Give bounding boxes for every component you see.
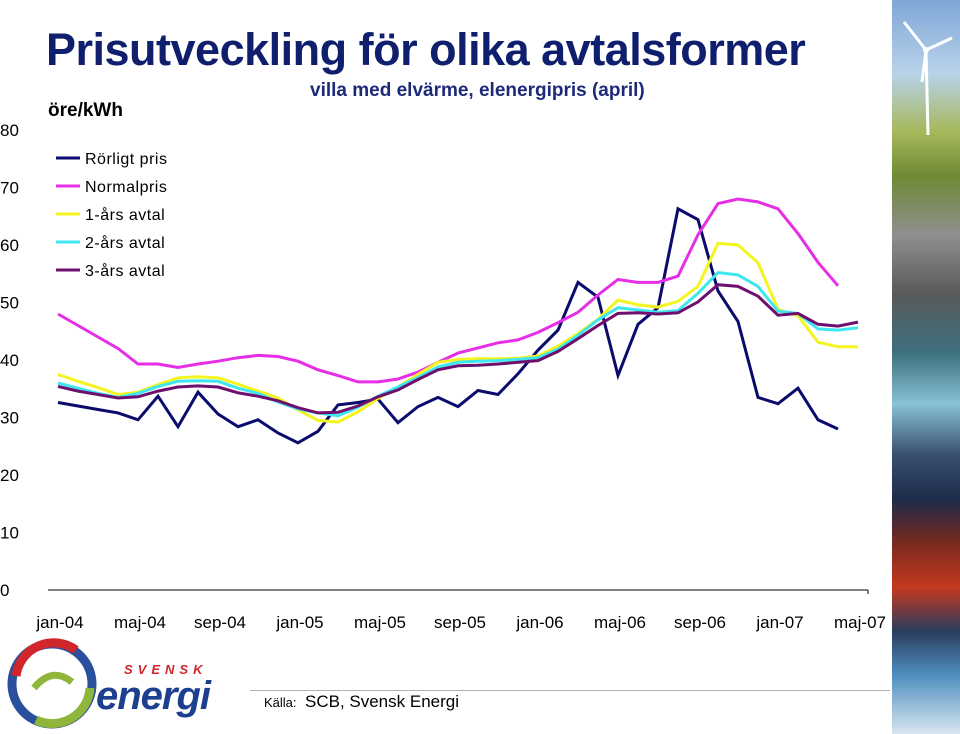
y-tick-label: 70 (0, 179, 19, 198)
x-axis-ticks: jan-04 maj-04 sep-04 jan-05 maj-05 sep-05 jan-… (35, 613, 886, 632)
series-line-2-rs-avtal (57, 271, 859, 418)
series-line-r-rligt-pris (57, 206, 839, 445)
source-note: Källa: SCB, Svensk Energi (264, 692, 459, 712)
x-tick-label: jan-06 (515, 613, 563, 632)
logo-text-top: SVENSK (124, 662, 208, 677)
x-tick-label: jan-07 (755, 613, 803, 632)
source-label: Källa: (264, 695, 297, 710)
legend-label: 2-års avtal (85, 234, 165, 252)
y-tick-label: 20 (0, 466, 19, 485)
chart-series-lines (57, 197, 859, 445)
y-tick-label: 60 (0, 236, 19, 255)
page-subtitle: villa med elvärme, elenergipris (april) (310, 80, 645, 101)
svensk-energi-logo: SVENSK energi (6, 636, 246, 732)
y-tick-label: 0 (0, 581, 9, 600)
y-tick-label: 80 (0, 121, 19, 140)
x-tick-label: sep-04 (194, 613, 246, 632)
x-tick-label: jan-04 (35, 613, 83, 632)
legend-label: Rörligt pris (85, 151, 167, 168)
x-tick-label: maj-05 (354, 613, 406, 632)
x-tick-label: maj-07 (834, 613, 886, 632)
source-text: SCB, Svensk Energi (304, 692, 459, 711)
chart-axes (48, 589, 869, 594)
x-tick-label: maj-04 (114, 613, 166, 632)
y-axis-unit-label: öre/kWh (48, 100, 123, 121)
page-title: Prisutveckling för olika avtalsformer (46, 24, 806, 75)
y-axis-ticks: 0 10 20 30 40 50 60 70 80 (0, 121, 19, 600)
footer-divider (250, 690, 890, 691)
wind-turbine-icon (902, 21, 953, 136)
chart-legend: Rörligt pris Normalpris 1-års avtal 2-års a… (56, 151, 167, 280)
x-tick-label: maj-06 (594, 613, 646, 632)
y-tick-label: 30 (0, 409, 19, 428)
x-tick-label: sep-06 (674, 613, 726, 632)
series-line-3-rs-avtal (57, 283, 859, 415)
legend-label: Normalpris (85, 179, 167, 196)
energy-photo-strip (892, 0, 960, 734)
legend-label: 3-års avtal (85, 262, 165, 280)
x-tick-label: jan-05 (275, 613, 323, 632)
logo-swirl-icon (7, 638, 97, 729)
legend-label: 1-års avtal (85, 206, 165, 224)
x-tick-label: sep-05 (434, 613, 486, 632)
series-line-normalpris (57, 197, 840, 384)
y-tick-label: 50 (0, 294, 19, 313)
logo-text-bottom: energi (96, 674, 211, 718)
series-line-1-rs-avtal (57, 241, 858, 424)
y-tick-label: 10 (0, 524, 19, 543)
y-tick-label: 40 (0, 351, 19, 370)
